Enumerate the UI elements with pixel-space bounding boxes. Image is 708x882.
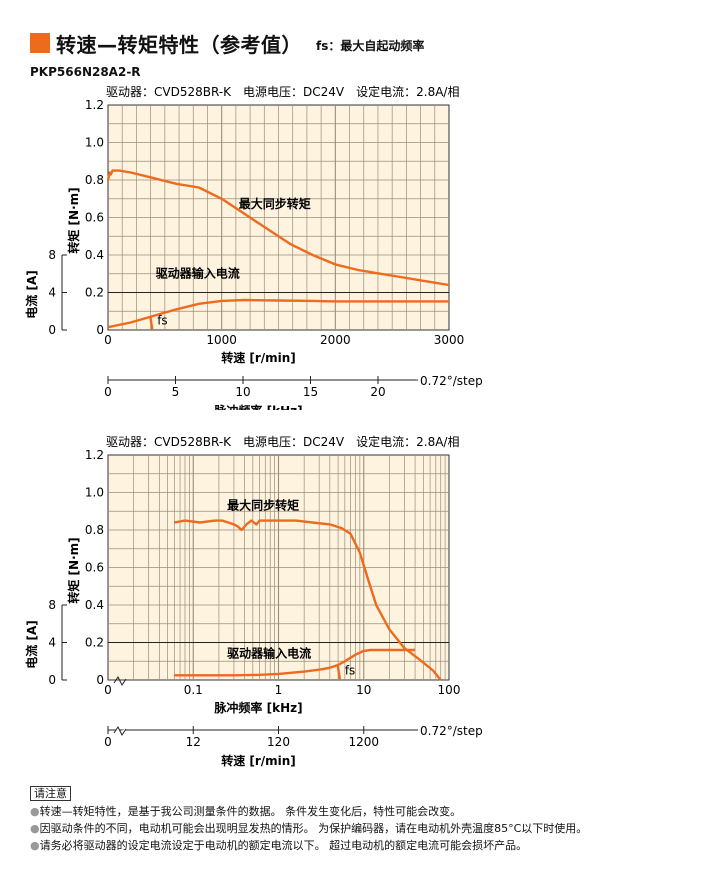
y-tick-label: 1.0 bbox=[85, 486, 104, 500]
bullet-icon: ● bbox=[30, 805, 40, 818]
y-tick-label: 0.8 bbox=[85, 523, 104, 537]
torque-chart-linear: 驱动器：CVD528BR-K 电源电压：DC24V 设定电流：2.8A/相 0 0.… bbox=[24, 84, 483, 410]
x-tick-label: 0 bbox=[104, 683, 112, 697]
y-tick-label: 0.6 bbox=[85, 211, 104, 225]
page-title: 转速—转矩特性（参考值） bbox=[56, 32, 302, 57]
series-label: 最大同步转矩 bbox=[239, 196, 311, 211]
series-line bbox=[174, 648, 416, 677]
series-label: 最大同步转矩 bbox=[227, 497, 299, 512]
series-label: 驱动器输入电流 bbox=[156, 266, 240, 281]
y-tick-label: 1.2 bbox=[85, 448, 104, 462]
note-item: ●转速—转矩特性，是基于我公司测量条件的数据。 条件发生变化后，特性可能会改变。 bbox=[30, 805, 462, 818]
secondary-tick-label: 20 bbox=[370, 385, 385, 399]
bullet-icon: ● bbox=[30, 822, 40, 835]
current-tick-label: 8 bbox=[48, 598, 56, 612]
x-axis-label: 转速 [r/min] bbox=[221, 350, 296, 365]
secondary-tick-label: 0 bbox=[104, 385, 112, 399]
step-angle-label: 0.72°/step bbox=[420, 374, 483, 388]
y-tick-label: 0 bbox=[96, 673, 104, 687]
page-header: 转速—转矩特性（参考值） fs：最大自起动频率 bbox=[30, 30, 425, 57]
y-tick-label: 1.2 bbox=[85, 98, 104, 112]
secondary-tick-label: 15 bbox=[303, 385, 318, 399]
fs-note: fs：最大自起动频率 bbox=[316, 38, 425, 53]
y-axis-label: 转矩 [N·m] bbox=[66, 537, 81, 603]
current-tick-label: 4 bbox=[48, 286, 56, 300]
fs-label: fs bbox=[345, 663, 355, 677]
series-line bbox=[106, 169, 450, 287]
y-axis-label: 转矩 [N·m] bbox=[66, 187, 81, 253]
secondary-tick-label: 120 bbox=[267, 735, 290, 749]
fs-marker bbox=[336, 665, 342, 680]
step-angle-label: 0.72°/step bbox=[420, 724, 483, 738]
y-tick-label: 0.2 bbox=[85, 286, 104, 300]
fs-marker bbox=[149, 315, 154, 330]
secondary-axis-label: 脉冲频率 [kHz] bbox=[213, 403, 302, 410]
secondary-tick-label: 5 bbox=[172, 385, 180, 399]
x-axis-label: 脉冲频率 [kHz] bbox=[213, 700, 302, 715]
x-tick-label: 10 bbox=[356, 683, 371, 697]
y-tick-label: 0.4 bbox=[85, 248, 104, 262]
x-tick-label: 3000 bbox=[434, 333, 465, 347]
notes-title: 请注意 bbox=[30, 786, 71, 801]
secondary-tick-label: 12 bbox=[186, 735, 201, 749]
x-tick-label: 1000 bbox=[206, 333, 237, 347]
x-tick-label: 100 bbox=[438, 683, 461, 697]
y-tick-label: 0.8 bbox=[85, 173, 104, 187]
current-tick-label: 4 bbox=[48, 636, 56, 650]
note-item: ●请务必将驱动器的设定电流设定于电动机的额定电流以下。 超过电动机的额定电流可能… bbox=[30, 839, 528, 852]
current-tick-label: 0 bbox=[48, 673, 56, 687]
secondary-tick-label: 0 bbox=[104, 735, 112, 749]
torque-chart-log: 驱动器：CVD528BR-K 电源电压：DC24V 设定电流：2.8A/相 0 0.… bbox=[24, 434, 483, 768]
series-line bbox=[174, 519, 442, 681]
y-tick-label: 1.0 bbox=[85, 136, 104, 150]
axis-break-icon bbox=[113, 676, 127, 686]
current-tick-label: 0 bbox=[48, 323, 56, 337]
x-tick-label: 2000 bbox=[320, 333, 351, 347]
model-number: PKP566N28A2-R bbox=[30, 65, 141, 79]
orange-square-icon bbox=[30, 33, 50, 53]
current-tick-label: 8 bbox=[48, 248, 56, 262]
chart-conditions: 驱动器：CVD528BR-K 电源电压：DC24V 设定电流：2.8A/相 bbox=[106, 84, 459, 99]
current-axis-label: 电流 [A] bbox=[24, 270, 39, 318]
secondary-tick-label: 10 bbox=[235, 385, 250, 399]
chart-conditions: 驱动器：CVD528BR-K 电源电压：DC24V 设定电流：2.8A/相 bbox=[106, 434, 459, 449]
x-tick-label: 0.1 bbox=[184, 683, 203, 697]
series-label: 驱动器输入电流 bbox=[227, 646, 311, 661]
y-tick-label: 0.2 bbox=[85, 636, 104, 650]
y-tick-label: 0.4 bbox=[85, 598, 104, 612]
bullet-icon: ● bbox=[30, 839, 40, 852]
axis-break-icon bbox=[113, 726, 127, 736]
secondary-tick-label: 1200 bbox=[348, 735, 379, 749]
x-tick-label: 1 bbox=[275, 683, 283, 697]
note-item: ●因驱动条件的不同，电动机可能会出现明显发热的情形。 为保护编码器，请在电动机外… bbox=[30, 822, 588, 835]
y-tick-label: 0 bbox=[96, 323, 104, 337]
secondary-axis-label: 转速 [r/min] bbox=[221, 753, 296, 768]
notes-section: 请注意 ●转速—转矩特性，是基于我公司测量条件的数据。 条件发生变化后，特性可能… bbox=[30, 785, 700, 854]
fs-label: fs bbox=[157, 313, 167, 327]
y-tick-label: 0.6 bbox=[85, 561, 104, 575]
current-axis-label: 电流 [A] bbox=[24, 620, 39, 668]
x-tick-label: 0 bbox=[104, 333, 112, 347]
